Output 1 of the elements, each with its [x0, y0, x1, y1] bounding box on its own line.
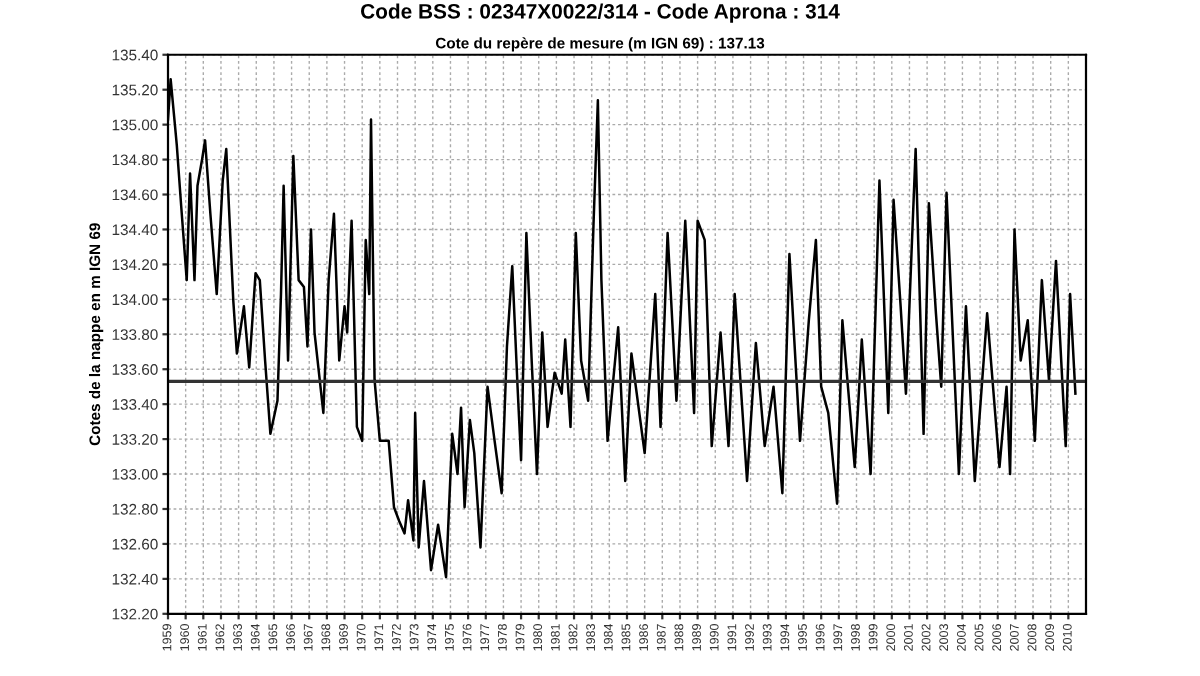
chart-title: Code BSS : 02347X0022/314 - Code Aprona : 314	[361, 3, 840, 23]
